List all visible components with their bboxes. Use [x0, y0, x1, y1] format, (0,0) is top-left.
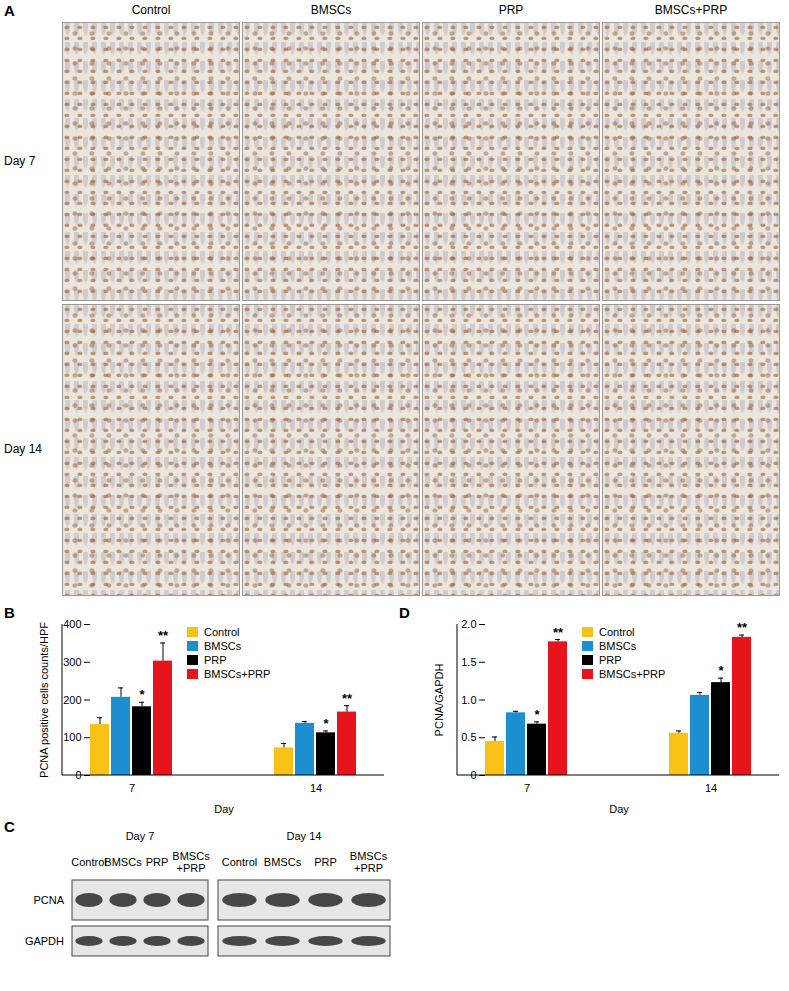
svg-text:1.0: 1.0 — [461, 694, 476, 706]
html-text:C: C — [4, 818, 15, 835]
svg-text:100: 100 — [63, 731, 81, 743]
svg-text:*: * — [534, 707, 540, 722]
svg-text:PCNA: PCNA — [33, 894, 64, 906]
svg-text:+PRP: +PRP — [176, 862, 205, 874]
html-text:PRP: PRP — [204, 654, 227, 666]
svg-text:0: 0 — [75, 769, 82, 781]
svg-text:7: 7 — [129, 782, 135, 794]
svg-text:BMSCs: BMSCs — [264, 856, 302, 868]
html-text:A: A — [4, 2, 15, 19]
html-text:Day 14: Day 14 — [4, 442, 42, 456]
html-text:Day 7: Day 7 — [4, 153, 36, 168]
html-text:Control: Control — [599, 626, 635, 638]
html-text:PRP: PRP — [498, 3, 524, 17]
svg-text:14: 14 — [705, 782, 717, 794]
svg-text:Day 7: Day 7 — [126, 830, 155, 842]
html-text:BMSCs: BMSCs — [310, 3, 352, 17]
html-text:BMSCs: BMSCs — [204, 640, 242, 652]
svg-text:*: * — [718, 663, 724, 678]
svg-text:**: ** — [158, 628, 169, 643]
html-text:BMSCs+PRP: BMSCs+PRP — [599, 668, 666, 680]
html-text:B: B — [4, 604, 15, 621]
svg-text:Day: Day — [214, 803, 234, 815]
svg-text:14: 14 — [310, 782, 322, 794]
svg-text:BMSCs: BMSCs — [350, 850, 388, 862]
html-text:BMSCs+PRP: BMSCs+PRP — [204, 668, 271, 680]
svg-text:*: * — [139, 687, 145, 702]
svg-text:BMSCs: BMSCs — [104, 856, 142, 868]
svg-text:400: 400 — [63, 618, 81, 630]
svg-text:PRP: PRP — [146, 856, 169, 868]
html-text:BMSCs+PRP: BMSCs+PRP — [654, 3, 728, 17]
svg-text:PCNA/GAPDH: PCNA/GAPDH — [433, 664, 445, 737]
svg-text:Day: Day — [609, 803, 629, 815]
svg-text:PCNA positive cells counts/HPF: PCNA positive cells counts/HPF — [38, 622, 50, 778]
html-text:D: D — [399, 604, 410, 621]
svg-text:300: 300 — [63, 656, 81, 668]
html-text:Control: Control — [131, 3, 171, 17]
svg-text:+PRP: +PRP — [354, 862, 383, 874]
svg-text:**: ** — [342, 691, 353, 706]
svg-text:0.5: 0.5 — [461, 731, 476, 743]
svg-text:Control: Control — [222, 856, 257, 868]
svg-text:GAPDH: GAPDH — [25, 935, 64, 947]
html-text:PRP: PRP — [599, 654, 622, 666]
svg-text:2.0: 2.0 — [461, 618, 476, 630]
svg-text:1.5: 1.5 — [461, 656, 476, 668]
svg-text:**: ** — [737, 620, 748, 635]
svg-text:200: 200 — [63, 694, 81, 706]
svg-text:BMSCs: BMSCs — [172, 850, 210, 862]
svg-text:*: * — [323, 716, 329, 731]
html-text:BMSCs: BMSCs — [599, 640, 637, 652]
svg-text:Control: Control — [71, 856, 106, 868]
svg-text:0: 0 — [470, 769, 477, 781]
svg-text:**: ** — [553, 625, 564, 640]
svg-text:PRP: PRP — [314, 856, 337, 868]
svg-text:7: 7 — [524, 782, 530, 794]
svg-text:Day 14: Day 14 — [287, 830, 322, 842]
html-text:Control: Control — [204, 626, 240, 638]
